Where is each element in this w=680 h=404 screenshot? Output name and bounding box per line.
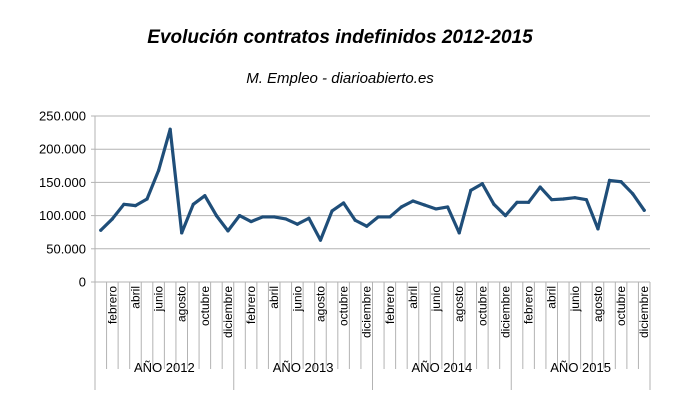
x-tick-label: diciembre [498, 286, 512, 338]
data-point [526, 200, 531, 204]
chart-subtitle: M. Empleo - diarioabierto.es [246, 70, 434, 87]
axes [91, 115, 651, 369]
data-point [434, 207, 438, 211]
series-line [99, 127, 646, 242]
data-point [492, 202, 496, 206]
x-tick-label: febrero [522, 286, 536, 324]
data-point [191, 202, 195, 206]
data-point [145, 197, 149, 201]
x-tick-label: abril [545, 286, 559, 309]
x-tick-label: agosto [313, 286, 327, 322]
data-point [214, 214, 219, 218]
data-point [168, 127, 172, 131]
data-point [226, 229, 230, 233]
x-tick-label: octubre [614, 286, 628, 326]
x-axis-tick-labels: febrero abril junio agosto octubre diciembre f… [105, 286, 651, 338]
data-point [307, 216, 311, 220]
x-tick-label: junio [568, 286, 582, 313]
data-point [272, 215, 276, 219]
y-tick-label: 100.000 [39, 208, 86, 223]
data-point [365, 224, 369, 228]
data-point [261, 215, 265, 219]
year-group-label: AÑO 2015 [550, 360, 611, 375]
data-point [573, 196, 577, 200]
data-point [376, 215, 380, 219]
data-point [133, 204, 138, 208]
data-point [642, 208, 646, 212]
data-point [249, 219, 253, 224]
year-group-label: AÑO 2012 [134, 360, 195, 375]
data-point [353, 218, 357, 222]
data-point [607, 178, 612, 183]
x-tick-label: abril [406, 286, 420, 309]
data-point [341, 201, 346, 205]
data-point [122, 202, 126, 206]
y-tick-label: 200.000 [39, 142, 86, 157]
data-point [422, 203, 427, 207]
x-tick-label: diciembre [360, 286, 374, 338]
x-axis-year-groups: AÑO 2012 AÑO 2013 AÑO 2014 AÑO 2015 [94, 360, 651, 390]
x-tick-label: junio [429, 286, 443, 313]
chart-title: Evolución contratos indefinidos 2012-201… [147, 27, 533, 48]
data-point [284, 217, 288, 221]
data-point [584, 198, 589, 202]
data-point [538, 185, 542, 189]
data-point [469, 188, 473, 192]
y-tick-label: 250.000 [39, 109, 86, 124]
data-point [515, 200, 519, 204]
year-group-label: AÑO 2013 [273, 360, 334, 375]
x-tick-label: junio [290, 286, 304, 313]
data-point [596, 227, 600, 231]
data-point [237, 214, 242, 218]
data-point [561, 197, 565, 201]
data-point [203, 194, 207, 198]
data-point [619, 180, 623, 184]
x-tick-label: junio [152, 286, 166, 313]
series [99, 127, 646, 242]
x-tick-label: diciembre [637, 286, 651, 338]
data-point [99, 228, 103, 232]
x-tick-label: abril [128, 286, 142, 309]
x-tick-label: octubre [337, 286, 351, 326]
y-tick-label: 0 [79, 275, 86, 290]
data-point [550, 198, 554, 202]
y-tick-label: 150.000 [39, 175, 86, 190]
gridlines [95, 115, 650, 250]
data-point [631, 192, 635, 196]
x-tick-label: febrero [244, 286, 258, 324]
y-tick-label: 50.000 [46, 241, 86, 256]
x-tick-label: agosto [175, 286, 189, 322]
data-point [180, 231, 184, 235]
data-point [457, 231, 461, 235]
data-point [503, 214, 508, 218]
data-point [110, 217, 114, 221]
x-tick-label: agosto [452, 286, 466, 322]
data-point [156, 168, 161, 173]
x-tick-label: octubre [475, 286, 489, 326]
x-tick-label: octubre [198, 286, 212, 326]
data-point [399, 205, 404, 209]
x-tick-label: agosto [591, 286, 605, 322]
x-tick-label: febrero [105, 286, 119, 324]
data-point [318, 238, 323, 242]
year-group-label: AÑO 2014 [412, 360, 473, 375]
data-point [411, 199, 415, 203]
y-axis-tick-labels: 0 50.000 100.000 150.000 200.000 250.000 [39, 109, 86, 290]
x-tick-label: abril [267, 286, 281, 309]
data-point [446, 205, 450, 209]
data-point [480, 182, 484, 186]
data-point [388, 215, 392, 219]
data-point [330, 209, 334, 213]
x-tick-label: diciembre [221, 286, 235, 338]
data-point [295, 222, 299, 226]
x-tick-label: febrero [383, 286, 397, 324]
